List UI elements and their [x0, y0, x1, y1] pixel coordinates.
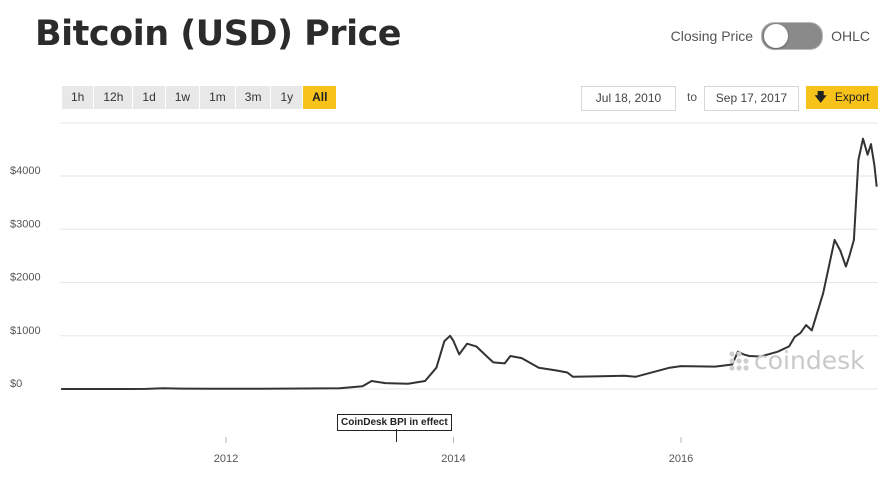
coindesk-watermark: coindesk	[728, 346, 865, 375]
y-tick-label: $1000	[10, 325, 41, 337]
range-button-1d[interactable]: 1d	[133, 86, 165, 109]
chart-gridlines	[60, 122, 878, 390]
x-tick-label: 2016	[669, 453, 693, 465]
ohlc-label: OHLC	[831, 28, 870, 44]
bpi-annotation-flag: CoinDesk BPI in effect	[337, 414, 452, 431]
range-button-1y[interactable]: 1y	[271, 86, 303, 109]
y-tick-label: $0	[10, 378, 22, 390]
range-selector: 1h 12h 1d 1w 1m 3m 1y All	[62, 86, 337, 109]
range-button-1w[interactable]: 1w	[165, 86, 200, 109]
coindesk-logo-icon	[729, 350, 749, 371]
range-button-3m[interactable]: 3m	[235, 86, 271, 109]
range-button-1h[interactable]: 1h	[62, 86, 94, 109]
watermark-text: coindesk	[754, 346, 865, 375]
export-label: Export	[834, 90, 870, 104]
x-axis-ticks: 2012 2014 2016	[214, 437, 693, 465]
y-tick-label: $4000	[10, 165, 41, 177]
range-button-all[interactable]: All	[303, 86, 337, 109]
download-arrow-icon: 🡇	[814, 90, 827, 104]
x-tick-label: 2014	[441, 453, 465, 465]
range-button-1m[interactable]: 1m	[200, 86, 235, 109]
price-mode-toggle[interactable]	[761, 22, 824, 50]
range-button-12h[interactable]: 12h	[94, 86, 133, 109]
toggle-knob[interactable]	[764, 24, 789, 48]
y-tick-label: $3000	[10, 218, 41, 230]
end-date-input[interactable]: Sep 17, 2017	[704, 86, 799, 111]
closing-price-label: Closing Price	[670, 28, 754, 44]
export-button[interactable]: 🡇 Export	[806, 86, 878, 109]
date-range-separator: to	[687, 90, 698, 104]
x-tick-label: 2012	[214, 453, 238, 465]
price-series-line	[61, 137, 878, 390]
start-date-input[interactable]: Jul 18, 2010	[581, 86, 676, 111]
price-mode-toggle-group: Closing Price OHLC	[671, 22, 870, 50]
page-title: Bitcoin (USD) Price	[35, 14, 402, 54]
y-tick-label: $2000	[10, 272, 41, 284]
annotation-pole	[396, 429, 397, 442]
y-axis-ticks: $0 $1000 $2000 $3000 $4000	[10, 165, 41, 390]
